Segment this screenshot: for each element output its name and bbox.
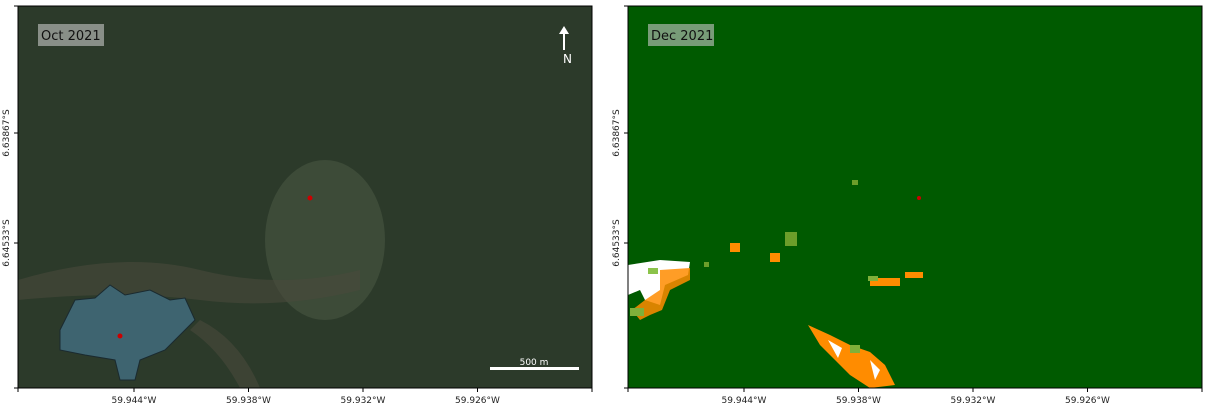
x-tick-label: 59.926°W (1065, 396, 1110, 406)
y-tick-label: 6.64533°S (612, 219, 622, 267)
panel-label: Oct 2021 (41, 29, 101, 44)
panel-label: Dec 2021 (651, 29, 713, 44)
x-tick-label: 59.932°W (341, 396, 386, 406)
scale-bar-label: 500 m (520, 358, 549, 368)
x-tick-label: 59.938°W (836, 396, 881, 406)
north-label: N (563, 52, 572, 66)
y-tick-label: 6.63867°S (2, 109, 12, 157)
x-tick-label: 59.932°W (951, 396, 996, 406)
y-tick-label: 6.63867°S (612, 109, 622, 157)
y-tick-label: 6.64533°S (2, 219, 12, 267)
x-tick-label: 59.944°W (722, 396, 767, 406)
classification-map (628, 6, 1202, 388)
x-tick-label: 59.938°W (226, 396, 271, 406)
x-tick-label: 59.944°W (112, 396, 157, 406)
x-tick-label: 59.926°W (455, 396, 500, 406)
satellite-image (18, 6, 592, 388)
figure: Oct 2021 N 500 m 59.944°W 59.938°W 59.932°W 59… (0, 0, 1208, 409)
